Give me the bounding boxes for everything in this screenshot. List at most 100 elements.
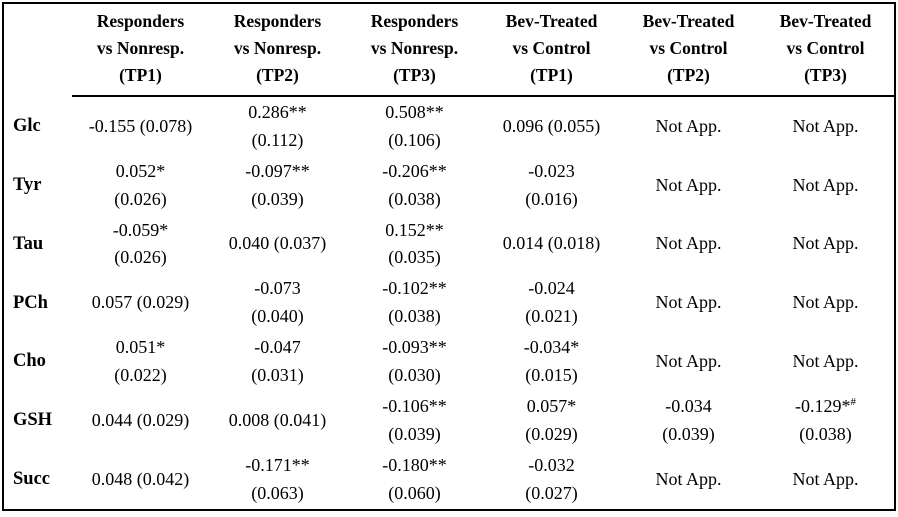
- cell-stderr: (0.112): [251, 129, 304, 150]
- cell-content: 0.014 (0.018): [485, 230, 618, 258]
- table-cell: 0.057* (0.029): [483, 391, 620, 450]
- cell-value-line: -0.206**: [382, 161, 447, 181]
- cell-content: Not App.: [759, 172, 892, 200]
- cell-value: 0.096 (0.055): [502, 115, 601, 136]
- cell-stderr: (0.016): [525, 188, 578, 209]
- table-cell: -0.059* (0.026): [72, 215, 209, 274]
- column-header-bev-tp2: Bev-Treated vs Control (TP2): [620, 4, 757, 98]
- table-cell: 0.096 (0.055): [483, 96, 620, 156]
- cell-value-line: -0.180**: [382, 455, 447, 475]
- cell-content: -0.155 (0.078): [74, 113, 207, 141]
- table-cell: 0.052* (0.026): [72, 156, 209, 215]
- cell-value-line: 0.057*: [527, 396, 577, 416]
- cell-value: Not App.: [655, 351, 722, 371]
- cell-value: -0.023: [528, 160, 575, 181]
- table-cell: 0.051* (0.022): [72, 333, 209, 392]
- cell-content: Not App.: [622, 348, 755, 376]
- cell-stderr: (0.106): [388, 129, 441, 150]
- cell-stderr: (0.029): [525, 423, 578, 444]
- cell-stderr: (0.030): [388, 364, 441, 385]
- cell-content: Not App.: [759, 348, 892, 376]
- cell-value: Not App.: [792, 292, 859, 313]
- table-cell: Not App.: [620, 156, 757, 215]
- cell-stderr: (0.060): [388, 482, 441, 503]
- cell-value-line: -0.093**: [382, 337, 447, 357]
- table-row: PCh 0.057 (0.029) -0.073 (0.040) -0.102** (0.…: [4, 274, 894, 333]
- cell-stderr: (0.038): [388, 188, 441, 209]
- cell-value: 0.008 (0.041): [228, 409, 327, 430]
- row-label: Tyr: [13, 175, 42, 196]
- table-cell: -0.073 (0.040): [209, 274, 346, 333]
- column-header-line: vs Nonresp.: [233, 38, 322, 59]
- column-header-line: Bev-Treated: [779, 11, 872, 31]
- column-header-line: (TP3): [393, 65, 436, 86]
- cell-content: 0.052* (0.026): [74, 158, 207, 214]
- cell-content: -0.059* (0.026): [74, 217, 207, 273]
- cell-content: -0.024 (0.021): [485, 275, 618, 331]
- cell-content: -0.034* (0.015): [485, 334, 618, 390]
- cell-value: -0.093**: [382, 337, 447, 358]
- cell-value-line: -0.129*#: [795, 396, 856, 416]
- column-header-line: vs Control: [649, 38, 728, 59]
- cell-stderr: (0.038): [799, 423, 852, 444]
- cell-content: 0.048 (0.042): [74, 466, 207, 494]
- cell-value: Not App.: [792, 115, 859, 136]
- cell-content: -0.073 (0.040): [211, 275, 344, 331]
- row-label: Succ: [13, 469, 50, 490]
- cell-stderr: (0.026): [114, 188, 167, 209]
- cell-value: 0.057*: [526, 395, 577, 416]
- cell-value-line: Not App.: [792, 116, 858, 136]
- cell-value-line: Not App.: [655, 292, 721, 312]
- cell-value-line: 0.052*: [116, 161, 166, 181]
- table-cell: -0.097** (0.039): [209, 156, 346, 215]
- cell-value-line: Not App.: [792, 469, 858, 489]
- cell-stderr: (0.021): [525, 306, 578, 327]
- cell-value: -0.059*: [112, 219, 169, 240]
- cell-value-line: Not App.: [655, 116, 721, 136]
- table-cell: 0.040 (0.037): [209, 215, 346, 274]
- table-cell: -0.032 (0.027): [483, 450, 620, 509]
- cell-content: Not App.: [759, 113, 892, 141]
- cell-stderr: (0.039): [388, 423, 441, 444]
- cell-value-line: 0.508**: [385, 102, 444, 122]
- cell-stderr: (0.040): [251, 306, 304, 327]
- cell-value-line: -0.097**: [245, 161, 310, 181]
- cell-stderr: (0.022): [114, 364, 167, 385]
- cell-value: -0.097**: [245, 160, 310, 181]
- cell-value: 0.286**: [248, 101, 307, 122]
- cell-value-line: Not App.: [655, 233, 721, 253]
- cell-content: -0.034 (0.039): [622, 393, 755, 449]
- cell-stderr: (0.015): [525, 364, 578, 385]
- cell-value: 0.044 (0.029): [91, 409, 190, 430]
- statistics-table: Responders vs Nonresp. (TP1) Responders …: [4, 4, 894, 509]
- cell-content: 0.286** (0.112): [211, 99, 344, 155]
- cell-value: -0.171**: [245, 454, 310, 475]
- cell-content: -0.106** (0.039): [348, 393, 481, 449]
- cell-value-line: Not App.: [792, 292, 858, 312]
- cell-value-line: -0.023: [528, 161, 575, 181]
- cell-value-line: -0.032: [528, 455, 575, 475]
- cell-stderr: (0.039): [662, 423, 715, 444]
- table-cell: Not App.: [757, 96, 894, 156]
- table-cell: Not App.: [620, 333, 757, 392]
- cell-value: Not App.: [655, 174, 722, 195]
- table-cell: Not App.: [757, 156, 894, 215]
- cell-content: Not App.: [759, 289, 892, 317]
- row-label: Cho: [13, 351, 46, 372]
- cell-value-line: 0.051*: [116, 337, 166, 357]
- cell-stderr: (0.027): [525, 482, 578, 503]
- cell-content: 0.051* (0.022): [74, 334, 207, 390]
- cell-value-line: 0.096 (0.055): [503, 116, 601, 136]
- cell-value-line: -0.059*: [113, 220, 169, 240]
- cell-value: Not App.: [655, 468, 722, 489]
- cell-content: 0.040 (0.037): [211, 230, 344, 258]
- cell-value: Not App.: [655, 292, 722, 313]
- cell-content: Not App.: [622, 230, 755, 258]
- cell-content: -0.102** (0.038): [348, 275, 481, 331]
- table-cell: Not App.: [620, 215, 757, 274]
- table-cell: -0.106** (0.039): [346, 391, 483, 450]
- table-cell: -0.206** (0.038): [346, 156, 483, 215]
- table-row: Glc -0.155 (0.078) 0.286** (0.112) 0.508** (0…: [4, 96, 894, 156]
- cell-value-line: Not App.: [655, 351, 721, 371]
